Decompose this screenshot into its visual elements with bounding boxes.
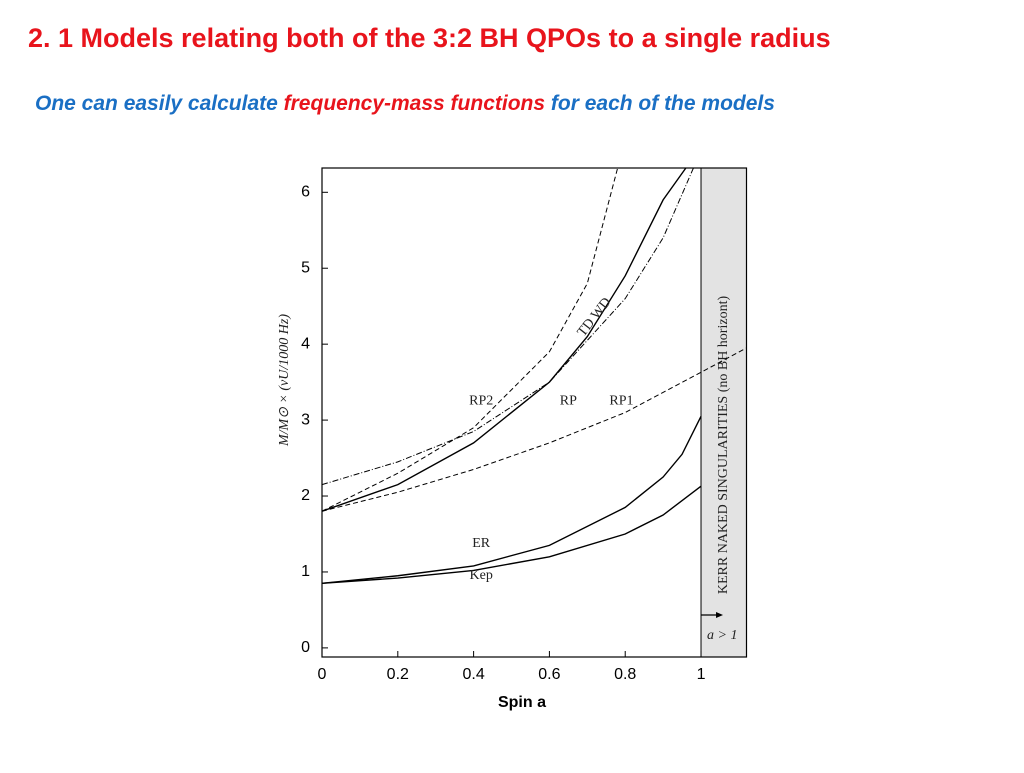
- y-tick-label: 6: [301, 184, 310, 201]
- plot-frame: [321, 167, 748, 658]
- y-tick-label: 4: [301, 335, 310, 352]
- series-line: [321, 167, 694, 486]
- series-line: [321, 167, 687, 512]
- series-label: RP1: [609, 393, 633, 408]
- subtitle-part: One can easily calculate: [35, 92, 284, 115]
- region-note: a > 1: [707, 628, 737, 643]
- region-label: KERR NAKED SINGULARITIES (no BH horizont…: [716, 296, 731, 595]
- series-label: RP2: [469, 393, 493, 408]
- series-line: [321, 347, 747, 512]
- subtitle-part: frequency-mass functions: [284, 92, 545, 115]
- subtitle-part: for each of the models: [545, 92, 775, 115]
- y-axis-label: M/M⊙ × (νU/1000 Hz): [277, 314, 292, 447]
- series-label: Kep: [470, 568, 493, 583]
- x-tick-label: 0.4: [462, 666, 484, 683]
- x-tick-label: 0.6: [538, 666, 560, 683]
- series-line: [321, 485, 702, 585]
- series-line: [321, 415, 702, 585]
- y-tick-label: 5: [301, 259, 310, 276]
- series-label: ER: [472, 536, 491, 551]
- x-tick-label: 0: [318, 666, 327, 683]
- x-tick-label: 0.2: [387, 666, 409, 683]
- x-axis-label: Spin a: [498, 694, 546, 711]
- slide-title: 2. 1 Models relating both of the 3:2 BH …: [28, 23, 831, 53]
- series-label: RP: [560, 393, 577, 408]
- slide-subtitle: One can easily calculate frequency-mass …: [35, 92, 775, 115]
- series-line: [321, 167, 619, 512]
- shaded-region: [700, 167, 748, 658]
- x-tick-label: 0.8: [614, 666, 636, 683]
- y-tick-label: 3: [301, 411, 310, 428]
- y-tick-label: 2: [301, 487, 310, 504]
- region-arrowhead: [716, 612, 724, 618]
- x-tick-label: 1: [697, 666, 706, 683]
- y-tick-label: 0: [301, 639, 310, 656]
- y-tick-label: 1: [301, 563, 310, 580]
